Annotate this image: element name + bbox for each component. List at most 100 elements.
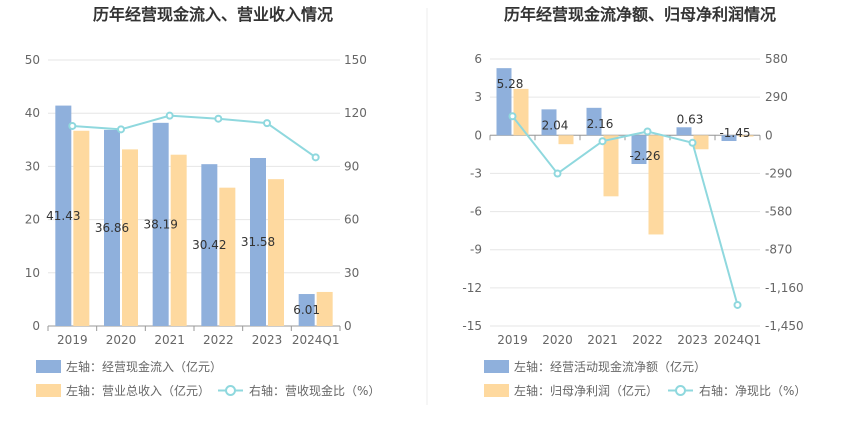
- chart1-data-label: 30.42: [192, 238, 226, 252]
- chart1-bar-secondary: [268, 179, 284, 326]
- chart2-bar-primary: [631, 135, 647, 165]
- chart2-data-label: 0.63: [677, 112, 704, 126]
- chart1-x-tick-label: 2021: [154, 333, 185, 347]
- chart2-data-label: 2.16: [587, 117, 614, 131]
- chart1-bar-primary: [250, 157, 266, 326]
- chart2-x-tick-label: 2024Q1: [714, 333, 762, 347]
- chart2-left-tick: -6: [470, 205, 482, 219]
- chart2-x-tick-label: 2021: [587, 333, 618, 347]
- chart2-right-tick: -1,160: [765, 281, 804, 295]
- legend-label-revenue[interactable]: 左轴：营业总收入（亿元）: [66, 383, 210, 398]
- chart1-right-tick: 0: [344, 319, 352, 333]
- chart2-bar-primary: [676, 127, 692, 136]
- legend-swatch-net-ratio-dot: [675, 385, 686, 396]
- chart1-ratio-point: [263, 119, 271, 128]
- chart1-data-label: 41.43: [46, 209, 80, 223]
- legend-label-cash-inflow[interactable]: 左轴：经营现金流入（亿元）: [66, 359, 222, 374]
- chart2-data-label: -1.45: [719, 126, 750, 140]
- chart2-left-tick: 0: [474, 128, 482, 142]
- legend-swatch-revenue: [36, 384, 61, 397]
- chart1-ratio-point: [311, 153, 320, 162]
- chart1-left-tick: 20: [25, 213, 40, 227]
- chart1-data-label: 38.19: [143, 217, 177, 231]
- legend-label-cash-ratio[interactable]: 右轴：营收现金比（%）: [249, 383, 380, 398]
- chart2-ratio-line: [511, 115, 739, 306]
- legend-label-net-ratio[interactable]: 右轴：净现比（%）: [699, 383, 806, 398]
- chart1-bar-primary: [201, 164, 218, 326]
- chart2-right-tick: -290: [765, 166, 792, 180]
- chart2-ratio-point: [733, 300, 742, 309]
- chart2-ratio-point: [643, 127, 652, 136]
- chart2-right-tick: 580: [765, 52, 788, 66]
- chart1-right-tick: 120: [344, 106, 367, 120]
- chart1-x-tick-label: 2022: [203, 333, 234, 347]
- legend-label-net-profit[interactable]: 左轴：归母净利润（亿元）: [514, 383, 658, 398]
- chart2-x-tick-label: 2019: [497, 333, 528, 347]
- chart2-right-tick: -580: [765, 205, 792, 219]
- chart1-data-label: 36.86: [95, 221, 129, 235]
- chart2-data-label: 5.28: [497, 77, 524, 91]
- chart2-data-label: 2.04: [542, 118, 569, 132]
- chart1-ratio-point: [117, 125, 125, 134]
- chart2-ratio-point: [688, 138, 697, 147]
- chart2-bar-secondary: [693, 135, 709, 150]
- chart1-bar-secondary: [122, 149, 138, 326]
- chart1-bar-secondary: [219, 187, 236, 326]
- chart2-legend[interactable]: 左轴：经营活动现金流净额（亿元） 左轴：归母净利润（亿元） 右轴：净现比（%）: [484, 359, 806, 398]
- chart2-bar-secondary: [648, 135, 664, 235]
- chart2-left-tick: 6: [474, 52, 482, 66]
- chart2-bar-secondary: [738, 135, 754, 137]
- chart1-ratio-point: [165, 111, 174, 120]
- chart1-left-tick: 50: [25, 53, 40, 67]
- chart1-bar-primary: [104, 129, 120, 326]
- chart1-bar-secondary: [170, 154, 187, 326]
- chart1-ratio-point: [68, 121, 77, 130]
- chart2-title: 历年经营现金流净额、归母净利润情况: [504, 5, 776, 24]
- chart1-data-label: 31.58: [241, 235, 275, 249]
- chart1-bar-primary: [55, 105, 72, 326]
- chart1-x-tick-label: 2019: [57, 333, 88, 347]
- legend-swatch-cash-ratio-dot: [225, 385, 236, 396]
- chart2-bar-primary: [586, 107, 602, 136]
- chart1-right-tick: 60: [344, 213, 359, 227]
- chart1-bar-primary: [298, 294, 315, 326]
- chart2-bar-secondary: [558, 135, 574, 145]
- chart2-ratio-point: [598, 137, 607, 146]
- chart2-x-tick-label: 2022: [632, 333, 663, 347]
- chart1-right-tick: 150: [344, 53, 367, 67]
- chart1-left-tick: 30: [25, 159, 40, 173]
- chart2-right-tick: 0: [765, 128, 773, 142]
- chart1-title: 历年经营现金流入、营业收入情况: [93, 5, 333, 24]
- chart2-data-label: -2.26: [629, 149, 660, 163]
- chart1-data-label: 6.01: [293, 303, 320, 317]
- chart2-x-tick-label: 2020: [542, 333, 573, 347]
- chart1-legend[interactable]: 左轴：经营现金流入（亿元） 左轴：营业总收入（亿元） 右轴：营收现金比（%）: [36, 359, 380, 398]
- legend-label-net-cash[interactable]: 左轴：经营活动现金流净额（亿元）: [514, 359, 706, 374]
- chart1-x-tick-label: 2023: [252, 333, 283, 347]
- chart2-left-tick: -3: [470, 166, 482, 180]
- chart2-bar-primary: [721, 135, 737, 142]
- chart1-bar-primary: [152, 122, 169, 327]
- chart1-left-tick: 0: [32, 319, 40, 333]
- chart2-left-tick: -9: [470, 243, 482, 257]
- chart1-ratio-point: [214, 114, 223, 123]
- chart1-bar-secondary: [73, 130, 90, 326]
- chart2-left-tick: -12: [462, 281, 482, 295]
- chart1-right-tick: 30: [344, 266, 359, 280]
- legend-swatch-net-profit: [484, 384, 509, 397]
- chart2-left-tick: 3: [474, 90, 482, 104]
- chart2-ratio-point: [508, 112, 517, 121]
- chart1-left-tick: 40: [25, 106, 40, 120]
- chart2-bar-primary: [541, 109, 557, 136]
- chart1-right-tick: 90: [344, 159, 359, 173]
- chart1-x-tick-label: 2024Q1: [292, 333, 340, 347]
- chart2-bar-primary: [496, 68, 512, 136]
- chart1-bar-secondary: [316, 291, 333, 326]
- legend-swatch-net-cash: [484, 360, 509, 373]
- chart2-right-tick: -1,450: [765, 319, 804, 333]
- chart1-left-tick: 10: [25, 266, 40, 280]
- chart2-right-tick: 290: [765, 90, 788, 104]
